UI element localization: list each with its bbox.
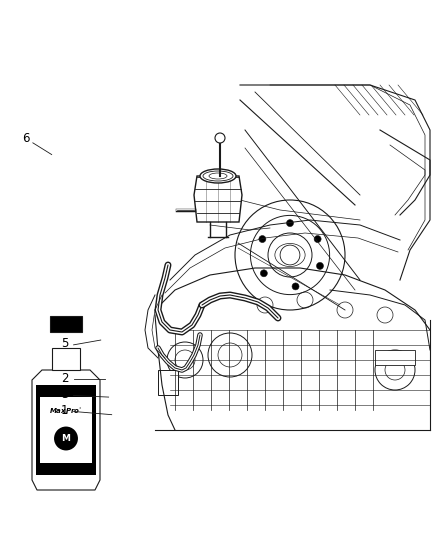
Circle shape	[215, 133, 225, 143]
Circle shape	[259, 236, 266, 243]
Text: 6: 6	[21, 132, 29, 145]
Bar	[36, 389, 96, 397]
Text: M: M	[61, 434, 71, 443]
Polygon shape	[32, 370, 100, 490]
Text: 2: 2	[61, 372, 69, 385]
Circle shape	[286, 220, 293, 227]
Bar	[158, 370, 178, 395]
Circle shape	[317, 262, 324, 269]
Circle shape	[292, 283, 299, 290]
Circle shape	[260, 270, 267, 277]
Text: 3: 3	[61, 388, 68, 401]
Bar	[52, 348, 80, 370]
Polygon shape	[194, 176, 242, 222]
Ellipse shape	[200, 169, 236, 183]
Circle shape	[314, 236, 321, 243]
Bar	[375, 350, 415, 365]
Text: MaxPro$^{\degree}$: MaxPro$^{\degree}$	[49, 405, 83, 416]
Circle shape	[53, 425, 79, 451]
Bar	[40, 393, 92, 463]
Bar	[50, 316, 82, 332]
Text: 1: 1	[61, 404, 69, 417]
Text: 5: 5	[61, 337, 68, 350]
Bar	[36, 385, 96, 475]
